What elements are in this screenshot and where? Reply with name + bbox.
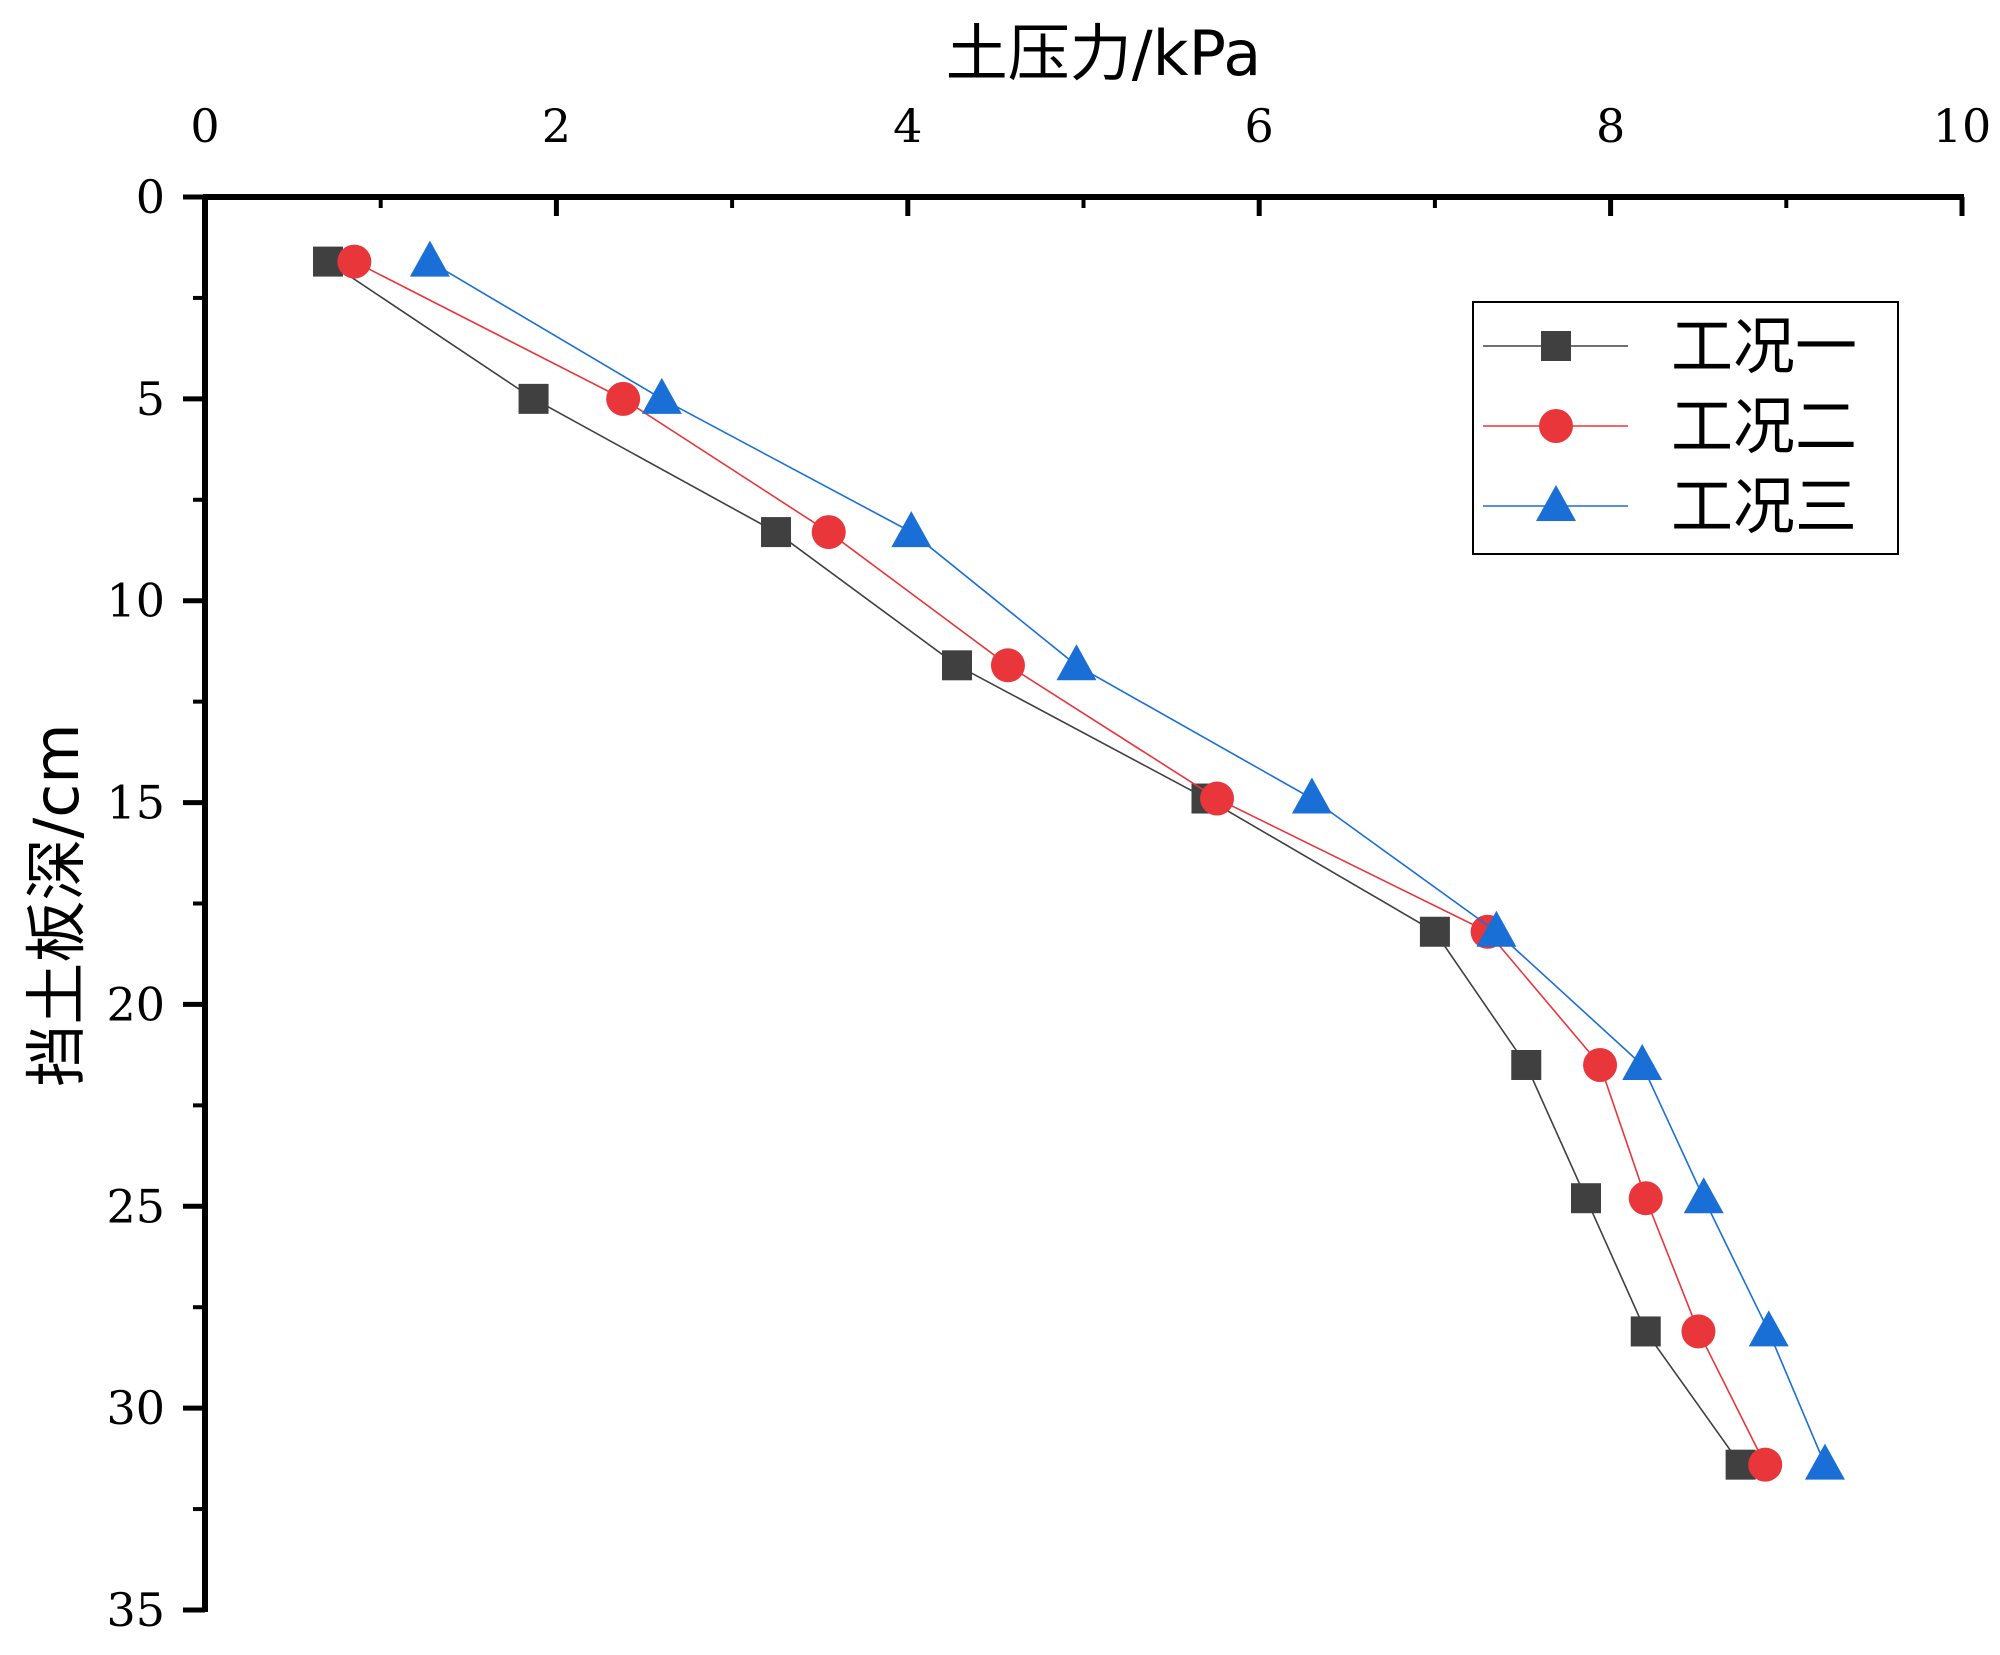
x-tick-label: 6	[1245, 99, 1274, 153]
x-tick-label: 4	[893, 99, 922, 153]
data-point-square	[761, 517, 792, 548]
data-point-circle	[811, 515, 846, 550]
data-point-square	[1541, 331, 1571, 361]
series-line	[327, 260, 1742, 1466]
data-point-triangle	[1748, 1310, 1789, 1347]
x-tick-label: 10	[1933, 99, 1992, 153]
data-point-triangle	[1683, 1177, 1724, 1214]
data-point-triangle	[1056, 644, 1097, 681]
y-tick-label: 25	[106, 1179, 165, 1233]
data-point-triangle	[1622, 1043, 1663, 1080]
data-point-circle	[606, 381, 641, 416]
data-point-circle	[1628, 1181, 1663, 1216]
data-point-triangle	[1476, 910, 1517, 947]
data-point-square	[941, 650, 972, 681]
data-point-square	[1419, 916, 1450, 947]
y-tick-label: 20	[106, 977, 165, 1031]
data-point-circle	[1748, 1447, 1783, 1482]
legend-label: 工况一	[1671, 310, 1857, 383]
data-point-triangle	[409, 240, 450, 277]
y-tick-label: 10	[106, 574, 165, 628]
data-point-circle	[1539, 409, 1573, 443]
data-point-triangle	[1804, 1443, 1845, 1480]
data-point-triangle	[641, 377, 682, 414]
y-tick-label: 15	[106, 776, 165, 830]
x-tick-label: 0	[190, 99, 219, 153]
y-tick-label: 35	[106, 1583, 165, 1637]
legend-label: 工况三	[1671, 470, 1857, 543]
y-tick-label: 5	[136, 372, 165, 426]
series-layer	[312, 240, 1845, 1482]
legend-label: 工况二	[1671, 390, 1857, 463]
axes: 0 2 4 6 8 10 0 5 10 15 20 25 30 35	[106, 99, 1991, 1637]
data-point-circle	[990, 648, 1025, 683]
data-point-triangle	[1291, 777, 1332, 814]
x-axis-title: 土压力/kPa	[946, 17, 1261, 90]
y-tick-label: 30	[106, 1381, 165, 1435]
data-point-square	[1630, 1316, 1661, 1347]
data-point-triangle	[1536, 485, 1576, 521]
x-tick-label: 2	[542, 99, 571, 153]
y-tick-label: 0	[136, 170, 165, 224]
data-point-square	[1511, 1049, 1542, 1080]
series-line	[429, 260, 1826, 1465]
data-point-circle	[1583, 1047, 1618, 1082]
data-point-circle	[1681, 1314, 1716, 1349]
x-tick-label: 8	[1596, 99, 1625, 153]
data-point-circle	[1200, 781, 1235, 816]
data-point-triangle	[891, 511, 932, 548]
data-point-circle	[337, 244, 372, 279]
y-axis-title: 挡土板深/cm	[20, 723, 93, 1086]
series-triangle	[409, 240, 1845, 1480]
data-point-square	[518, 383, 549, 414]
series-line	[353, 260, 1766, 1466]
data-point-square	[1571, 1183, 1602, 1214]
